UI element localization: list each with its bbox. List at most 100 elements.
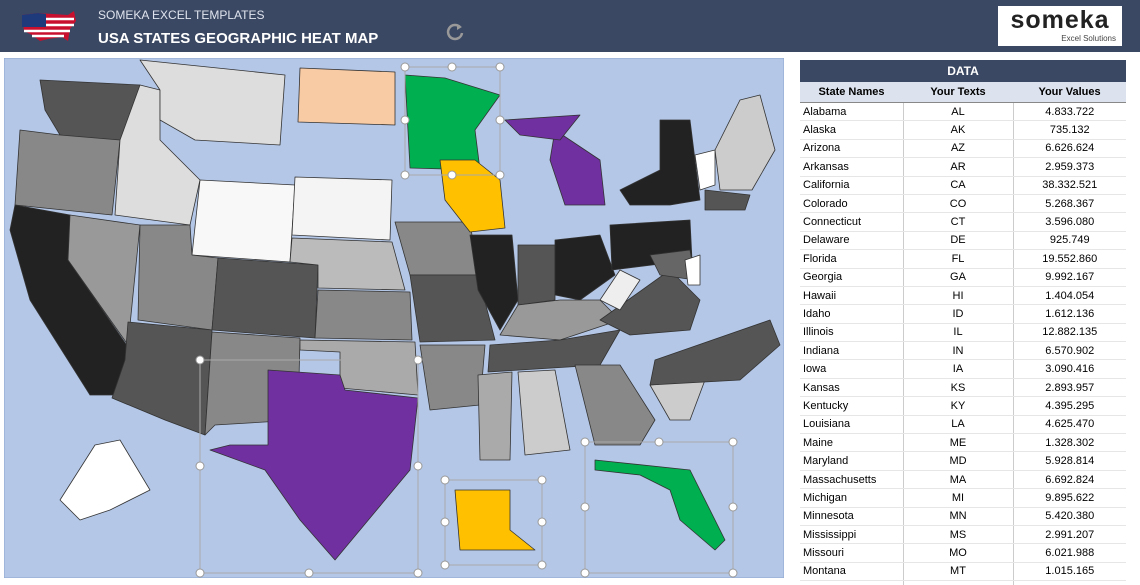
- state-code[interactable]: MO: [903, 543, 1014, 563]
- table-row[interactable]: Missouri MO 6.021.988: [800, 543, 1126, 563]
- state-value[interactable]: 2.893.957: [1013, 378, 1126, 398]
- state-code[interactable]: AL: [903, 102, 1014, 122]
- state-name[interactable]: Louisiana: [800, 415, 904, 435]
- state-code[interactable]: ID: [903, 304, 1014, 324]
- table-row[interactable]: Louisiana LA 4.625.470: [800, 415, 1126, 435]
- table-row[interactable]: Alabama AL 4.833.722: [800, 102, 1126, 122]
- table-row[interactable]: Maine ME 1.328.302: [800, 433, 1126, 453]
- state-name[interactable]: Illinois: [800, 323, 904, 343]
- table-row[interactable]: Connecticut CT 3.596.080: [800, 212, 1126, 232]
- state-code[interactable]: AK: [903, 120, 1014, 140]
- rotate-handle[interactable]: [443, 20, 467, 44]
- state-code[interactable]: LA: [903, 415, 1014, 435]
- state-name[interactable]: Minnesota: [800, 507, 904, 526]
- state-value[interactable]: 9.895.622: [1013, 488, 1126, 508]
- state-code[interactable]: DE: [903, 231, 1014, 251]
- state-code[interactable]: ME: [903, 433, 1014, 453]
- state-value[interactable]: 2.991.207: [1013, 525, 1126, 545]
- state-code[interactable]: KS: [903, 378, 1014, 398]
- table-row[interactable]: Colorado CO 5.268.367: [800, 194, 1126, 214]
- state-name[interactable]: Michigan: [800, 488, 904, 508]
- table-row[interactable]: Delaware DE 925.749: [800, 231, 1126, 251]
- state-name[interactable]: Colorado: [800, 194, 904, 214]
- state-value[interactable]: 38.332.521: [1013, 176, 1126, 195]
- state-value[interactable]: 5.268.367: [1013, 194, 1126, 214]
- table-row[interactable]: Montana MT 1.015.165: [800, 562, 1126, 582]
- table-row[interactable]: Georgia GA 9.992.167: [800, 268, 1126, 287]
- state-code[interactable]: MN: [903, 507, 1014, 526]
- table-row[interactable]: Hawaii HI 1.404.054: [800, 286, 1126, 306]
- state-name[interactable]: Arizona: [800, 139, 904, 159]
- table-row[interactable]: Arkansas AR 2.959.373: [800, 157, 1126, 177]
- state-code[interactable]: MA: [903, 470, 1014, 490]
- table-row[interactable]: Idaho ID 1.612.136: [800, 304, 1126, 324]
- table-row[interactable]: Minnesota MN 5.420.380: [800, 507, 1126, 526]
- state-code[interactable]: CA: [903, 176, 1014, 195]
- state-name[interactable]: California: [800, 176, 904, 195]
- state-value[interactable]: 6.692.824: [1013, 470, 1126, 490]
- state-code[interactable]: NE: [903, 580, 1014, 585]
- state-value[interactable]: 4.833.722: [1013, 102, 1126, 122]
- state-name[interactable]: Maryland: [800, 451, 904, 471]
- state-name[interactable]: Delaware: [800, 231, 904, 251]
- state-value[interactable]: 4.395.295: [1013, 396, 1126, 416]
- state-code[interactable]: AR: [903, 157, 1014, 177]
- state-code[interactable]: IN: [903, 341, 1014, 361]
- table-row[interactable]: Kentucky KY 4.395.295: [800, 396, 1126, 416]
- state-name[interactable]: Massachusetts: [800, 470, 904, 490]
- state-value[interactable]: 735.132: [1013, 120, 1126, 140]
- state-name[interactable]: Connecticut: [800, 212, 904, 232]
- table-row[interactable]: Kansas KS 2.893.957: [800, 378, 1126, 398]
- state-name[interactable]: Indiana: [800, 341, 904, 361]
- state-name[interactable]: Alabama: [800, 102, 904, 122]
- state-value[interactable]: 19.552.860: [1013, 249, 1126, 269]
- state-value[interactable]: 3.596.080: [1013, 212, 1126, 232]
- state-name[interactable]: Alaska: [800, 120, 904, 140]
- state-code[interactable]: MS: [903, 525, 1014, 545]
- state-name[interactable]: Montana: [800, 562, 904, 582]
- state-code[interactable]: IA: [903, 359, 1014, 379]
- state-code[interactable]: CO: [903, 194, 1014, 214]
- state-code[interactable]: KY: [903, 396, 1014, 416]
- state-value[interactable]: 6.626.624: [1013, 139, 1126, 159]
- table-row[interactable]: California CA 38.332.521: [800, 176, 1126, 195]
- table-row[interactable]: NebraskaNE1.868.516: [800, 580, 1126, 585]
- state-code[interactable]: FL: [903, 249, 1014, 269]
- state-name[interactable]: Georgia: [800, 268, 904, 287]
- state-name[interactable]: Arkansas: [800, 157, 904, 177]
- state-value[interactable]: 3.090.416: [1013, 359, 1126, 379]
- state-name[interactable]: Maine: [800, 433, 904, 453]
- state-value[interactable]: 2.959.373: [1013, 157, 1126, 177]
- table-row[interactable]: Arizona AZ 6.626.624: [800, 139, 1126, 159]
- state-value[interactable]: 5.420.380: [1013, 507, 1126, 526]
- table-row[interactable]: Michigan MI 9.895.622: [800, 488, 1126, 508]
- state-value[interactable]: 5.928.814: [1013, 451, 1126, 471]
- state-code[interactable]: HI: [903, 286, 1014, 306]
- state-code[interactable]: CT: [903, 212, 1014, 232]
- table-row[interactable]: Mississippi MS 2.991.207: [800, 525, 1126, 545]
- state-value[interactable]: 925.749: [1013, 231, 1126, 251]
- table-row[interactable]: Iowa IA 3.090.416: [800, 359, 1126, 379]
- logo[interactable]: someka Excel Solutions: [998, 6, 1122, 46]
- state-code[interactable]: MD: [903, 451, 1014, 471]
- state-code[interactable]: IL: [903, 323, 1014, 343]
- table-row[interactable]: Alaska AK 735.132: [800, 120, 1126, 140]
- state-name[interactable]: Missouri: [800, 543, 904, 563]
- state-value[interactable]: 1.868.516: [1013, 580, 1126, 585]
- state-value[interactable]: 6.570.902: [1013, 341, 1126, 361]
- state-value[interactable]: 1.328.302: [1013, 433, 1126, 453]
- state-name[interactable]: Hawaii: [800, 286, 904, 306]
- state-code[interactable]: MT: [903, 562, 1014, 582]
- table-row[interactable]: Illinois IL 12.882.135: [800, 323, 1126, 343]
- state-code[interactable]: GA: [903, 268, 1014, 287]
- resize-handles[interactable]: [195, 62, 738, 578]
- state-name[interactable]: Iowa: [800, 359, 904, 379]
- state-name[interactable]: Kansas: [800, 378, 904, 398]
- state-value[interactable]: 9.992.167: [1013, 268, 1126, 287]
- table-row[interactable]: Florida FL 19.552.860: [800, 249, 1126, 269]
- state-name[interactable]: Florida: [800, 249, 904, 269]
- state-name[interactable]: Mississippi: [800, 525, 904, 545]
- state-name[interactable]: Idaho: [800, 304, 904, 324]
- state-name[interactable]: Kentucky: [800, 396, 904, 416]
- table-row[interactable]: Maryland MD 5.928.814: [800, 451, 1126, 471]
